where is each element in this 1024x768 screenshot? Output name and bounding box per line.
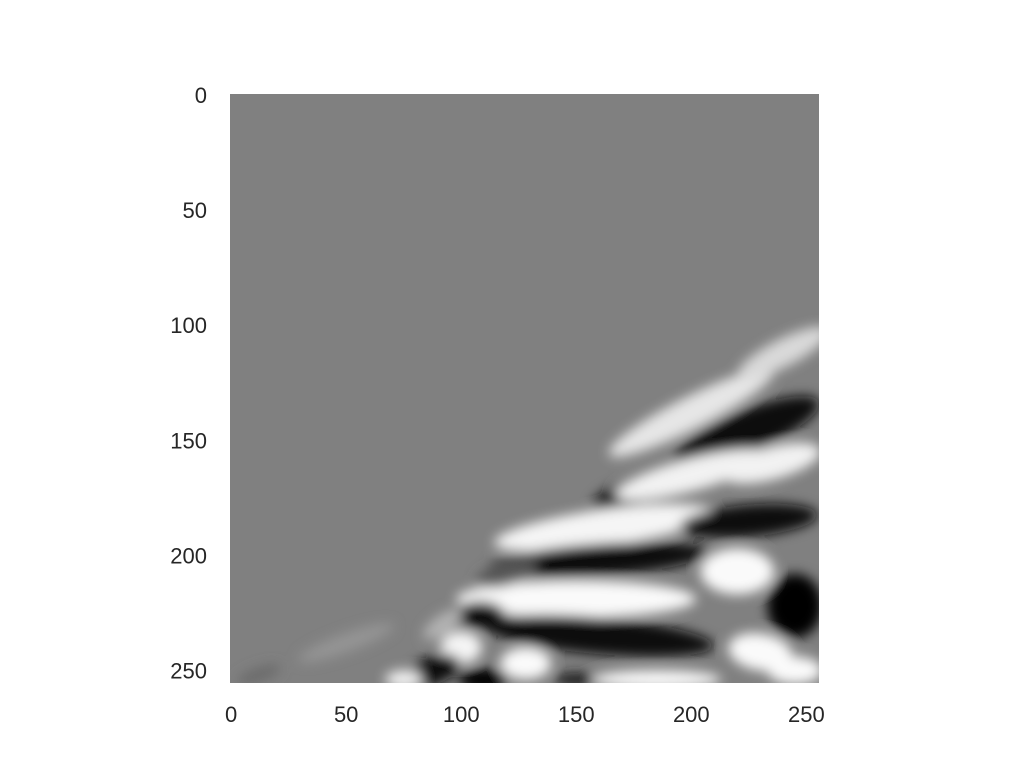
y-tick-label: 200 xyxy=(170,543,207,568)
image-blob-4 xyxy=(615,449,767,501)
image-blob-26 xyxy=(237,664,281,683)
image-blob-15 xyxy=(454,601,505,629)
image-blob-24 xyxy=(423,609,463,640)
image-blob-12 xyxy=(484,614,714,657)
x-tick-label: 50 xyxy=(334,702,358,727)
image-blob-22 xyxy=(385,670,423,683)
image-blob-20 xyxy=(553,672,600,683)
x-axis: 0 50 100 150 200 250 xyxy=(225,702,825,727)
image-blob-7 xyxy=(680,503,818,538)
image-blob-14 xyxy=(767,656,819,683)
image-pattern xyxy=(237,326,819,683)
image-blob-6 xyxy=(494,503,714,552)
image-blob-9 xyxy=(456,580,696,618)
image-blob-10 xyxy=(700,548,775,595)
plot-area xyxy=(230,94,819,683)
image-blob-8 xyxy=(489,542,710,578)
image-blob-25 xyxy=(298,623,394,663)
x-tick-label: 250 xyxy=(788,702,825,727)
image-blob-19 xyxy=(458,668,510,683)
x-tick-label: 0 xyxy=(225,702,237,727)
x-tick-label: 100 xyxy=(443,702,480,727)
image-blobs xyxy=(237,326,819,683)
y-tick-label: 0 xyxy=(195,83,207,108)
image-blob-18 xyxy=(500,647,551,680)
x-tick-label: 150 xyxy=(558,702,595,727)
image-blob-2 xyxy=(673,396,819,467)
image-blob-0 xyxy=(608,368,774,457)
x-tick-label: 200 xyxy=(673,702,710,727)
y-tick-label: 250 xyxy=(170,658,207,683)
image-blob-21 xyxy=(592,670,722,683)
y-tick-label: 50 xyxy=(183,198,207,223)
image-blob-5 xyxy=(722,442,819,484)
y-tick-label: 100 xyxy=(170,313,207,338)
image-blob-11 xyxy=(767,573,819,639)
y-axis: 0 50 100 150 200 250 xyxy=(170,83,207,683)
y-tick-label: 150 xyxy=(170,428,207,453)
image-blob-1 xyxy=(737,326,819,379)
image-blob-23 xyxy=(475,559,539,588)
